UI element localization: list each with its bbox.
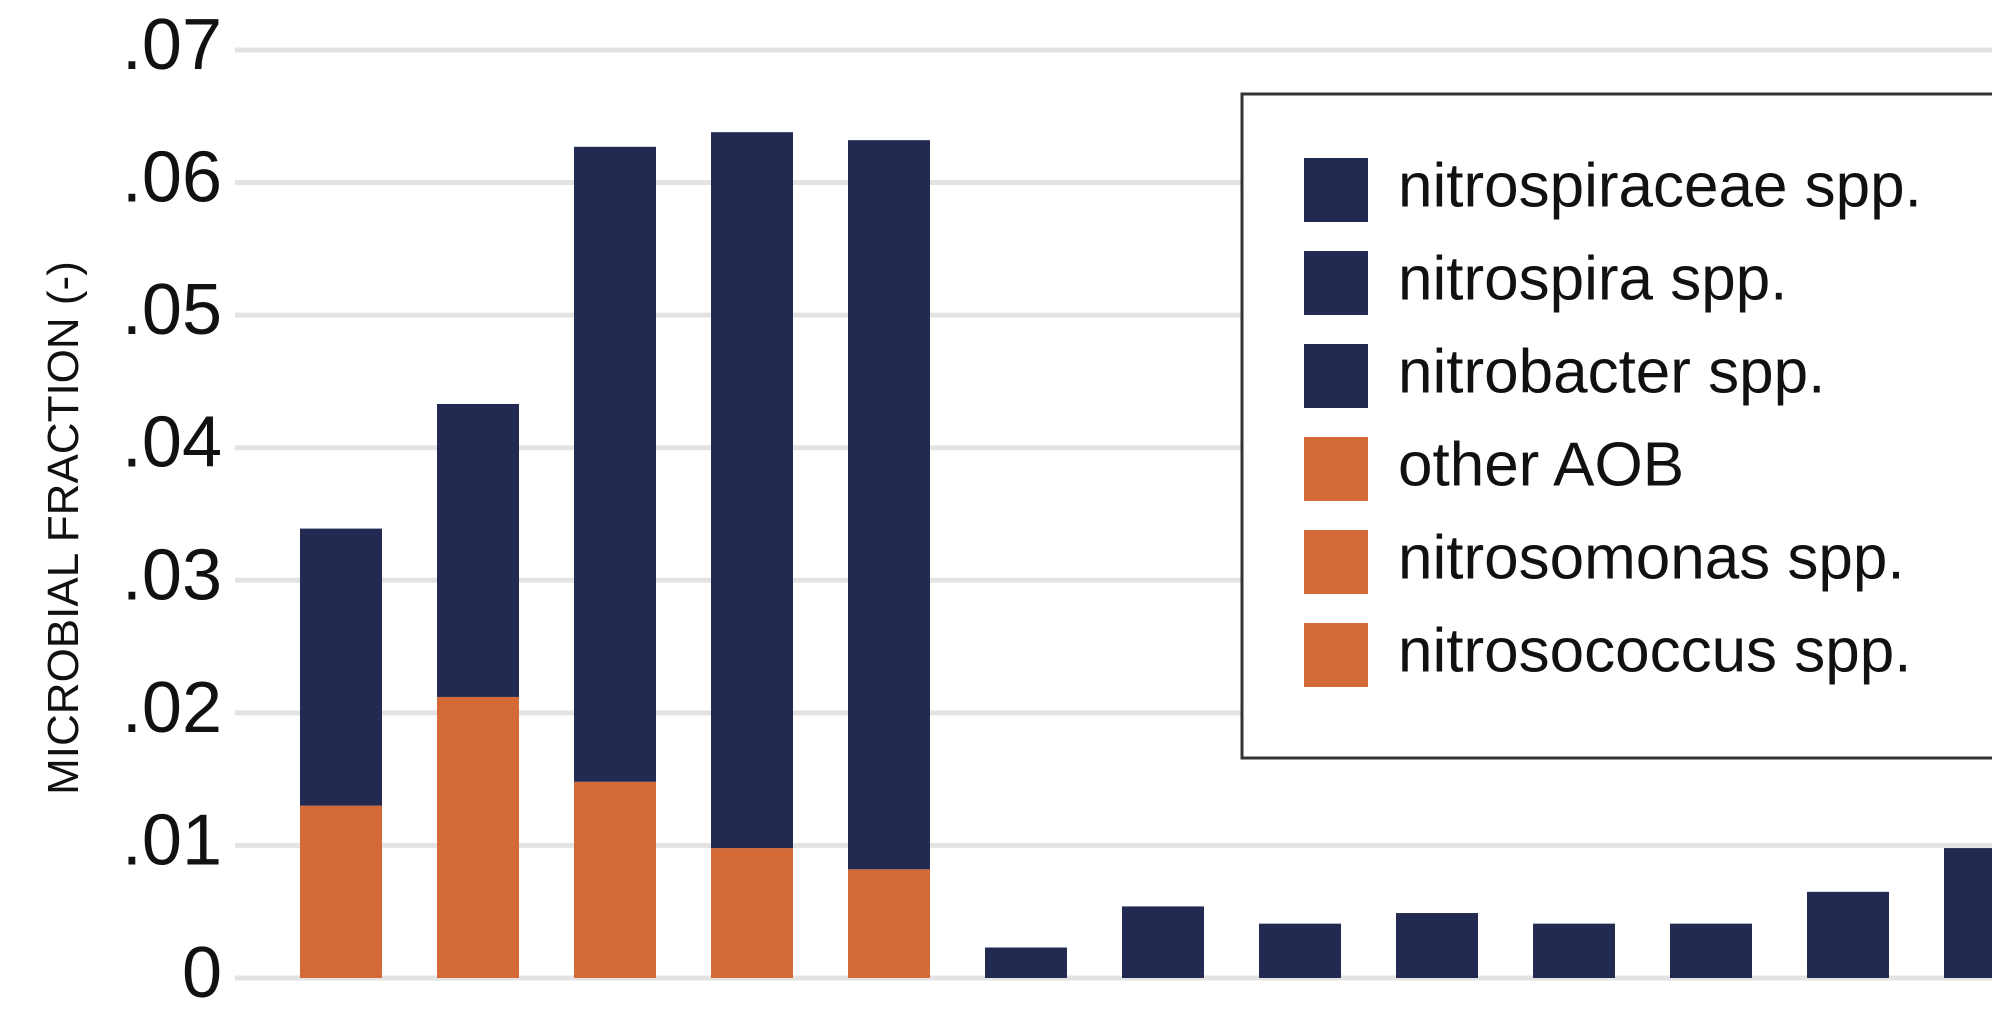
bar-segment-nob-6 xyxy=(985,947,1067,978)
bars xyxy=(300,132,1992,978)
bar-segment-nob-13 xyxy=(1944,848,1992,978)
legend-swatch xyxy=(1304,251,1368,315)
bar-segment-aob-3 xyxy=(574,781,656,978)
y-tick-label: .04 xyxy=(122,403,222,483)
legend-swatch xyxy=(1304,623,1368,687)
legend-swatch xyxy=(1304,158,1368,222)
legend-label: nitrospira spp. xyxy=(1398,244,1787,313)
legend-swatch xyxy=(1304,530,1368,594)
bar-segment-nob-9 xyxy=(1396,913,1478,978)
gridlines xyxy=(235,47,1992,981)
bar-segment-nob-8 xyxy=(1259,923,1341,978)
legend-label: nitrospiraceae spp. xyxy=(1398,151,1922,220)
bar-segment-nob-5 xyxy=(848,140,930,870)
y-tick-label: .06 xyxy=(122,138,222,218)
legend-label: nitrosomonas spp. xyxy=(1398,523,1905,592)
bar-segment-nob-10 xyxy=(1533,923,1615,978)
y-tick-label: .07 xyxy=(122,5,222,85)
legend-swatch xyxy=(1304,437,1368,501)
y-tick-label: .01 xyxy=(122,800,222,880)
legend-label: other AOB xyxy=(1398,430,1684,499)
bar-segment-aob-1 xyxy=(300,805,382,978)
y-axis-label: MICROBIAL FRACTION (-) xyxy=(39,261,88,795)
bar-segment-nob-11 xyxy=(1670,923,1752,978)
y-axis-ticks: 0 .01 .02 .03 .04 .05 .06 .07 xyxy=(122,5,222,1013)
legend: nitrospiraceae spp. nitrospira spp. nitrob… xyxy=(1240,92,1992,760)
y-tick-label: 0 xyxy=(182,933,222,1013)
legend-label: nitrobacter spp. xyxy=(1398,337,1825,406)
y-tick-label: .02 xyxy=(122,668,222,748)
bar-segment-aob-5 xyxy=(848,869,930,978)
bar-segment-nob-7 xyxy=(1122,906,1204,978)
bar-segment-nob-4 xyxy=(711,132,793,849)
y-tick-label: .03 xyxy=(122,535,222,615)
bar-segment-aob-4 xyxy=(711,848,793,978)
legend-swatch xyxy=(1304,344,1368,408)
bar-segment-nob-2 xyxy=(437,403,519,697)
y-tick-label: .05 xyxy=(122,270,222,350)
bar-segment-aob-2 xyxy=(437,696,519,978)
bar-segment-nob-12 xyxy=(1807,891,1889,978)
legend-label: nitrosococcus spp. xyxy=(1398,616,1911,685)
bar-segment-nob-3 xyxy=(574,146,656,782)
bar-segment-nob-1 xyxy=(300,528,382,806)
